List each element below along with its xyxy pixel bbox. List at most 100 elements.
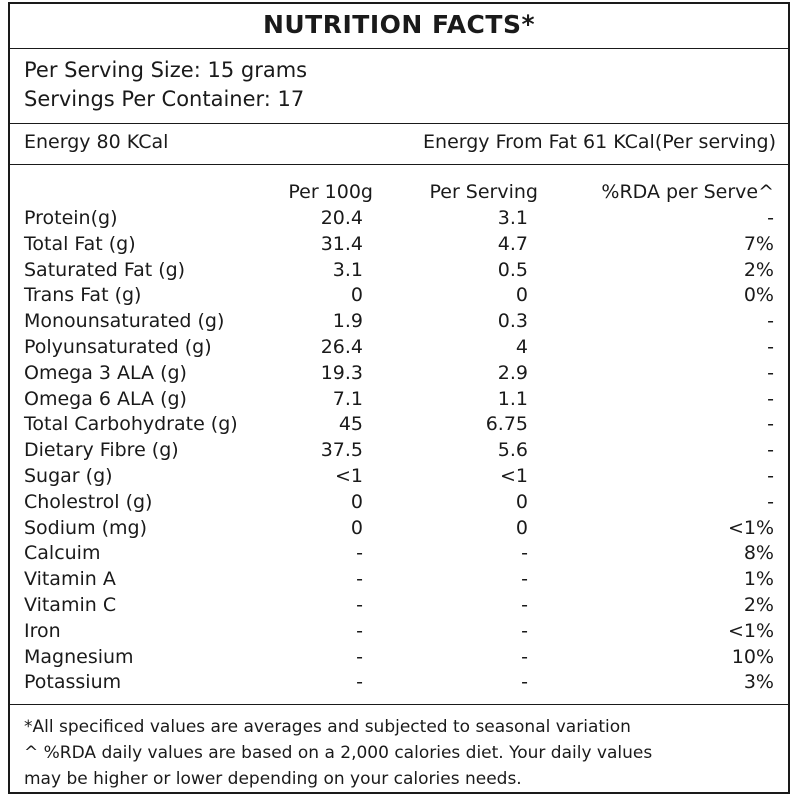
per-serving-value: 0 [515, 516, 528, 539]
divider [10, 48, 788, 49]
divider [10, 704, 788, 705]
rda-value: 2% [743, 593, 774, 616]
per-100g-value: <1 [334, 464, 363, 487]
servings-per-container: Servings Per Container: 17 [24, 87, 305, 111]
per-100g-value: 7.1 [332, 387, 363, 410]
table-row: Total Carbohydrate (g) 45 6.75 - [10, 412, 788, 438]
table-row: Sodium (mg) 0 0 <1% [10, 516, 788, 542]
per-serving-value: 0.5 [497, 258, 528, 281]
per-100g-value: - [356, 568, 363, 591]
column-header-rda: %RDA per Serve^ [601, 181, 774, 203]
rda-value: 8% [743, 542, 774, 565]
per-serving-value: - [521, 568, 528, 591]
footnote-averages: *All specificed values are averages and … [24, 717, 631, 737]
table-row: Vitamin C - - 2% [10, 593, 788, 619]
rda-value: - [767, 310, 774, 333]
rda-value: - [767, 335, 774, 358]
nutrient-name: Dietary Fibre (g) [24, 439, 179, 462]
per-100g-value: 0 [350, 516, 363, 539]
rda-value: - [767, 387, 774, 410]
divider [10, 123, 788, 124]
per-100g-value: 31.4 [320, 232, 363, 255]
nutrient-name: Potassium [24, 671, 122, 694]
nutrient-name: Calcuim [24, 542, 101, 565]
per-100g-value: 20.4 [320, 207, 363, 229]
divider [10, 164, 788, 165]
serving-size: Per Serving Size: 15 grams [24, 58, 308, 82]
table-row: Cholestrol (g) 0 0 - [10, 490, 788, 516]
nutrient-name: Saturated Fat (g) [24, 258, 186, 281]
table-row: Magnesium - - 10% [10, 645, 788, 671]
table-row: Calcuim - - 8% [10, 541, 788, 567]
rda-value: 7% [743, 232, 774, 255]
rda-value: 0% [743, 284, 774, 307]
rda-value: - [767, 490, 774, 513]
page-title: NUTRITION FACTS* [262, 10, 536, 39]
footnote-rda: ^ %RDA daily values are based on a 2,000… [24, 743, 653, 763]
nutrient-name: Polyunsaturated (g) [24, 335, 212, 358]
column-header-per-serving: Per Serving [429, 181, 538, 203]
table-row: Iron - - <1% [10, 619, 788, 645]
nutrient-table: Protein(g) 20.4 3.1 - Total Fat (g) 31.4 4.7 7%… [10, 206, 788, 696]
table-row: Potassium - - 3% [10, 670, 788, 696]
nutrient-name: Iron [24, 619, 61, 642]
table-row: Saturated Fat (g) 3.1 0.5 2% [10, 258, 788, 284]
rda-value: 2% [743, 258, 774, 281]
per-serving-value: - [521, 542, 528, 565]
nutrient-name: Vitamin A [24, 568, 116, 591]
nutrition-facts-panel: NUTRITION FACTS* Per Serving Size: 15 gr… [8, 2, 790, 794]
nutrient-name: Cholestrol (g) [24, 490, 153, 513]
per-100g-value: - [356, 593, 363, 616]
table-row: Omega 3 ALA (g) 19.3 2.9 - [10, 361, 788, 387]
per-serving-value: 0 [515, 284, 528, 307]
per-100g-value: 26.4 [320, 335, 363, 358]
per-serving-value: 5.6 [497, 439, 528, 462]
rda-value: - [767, 439, 774, 462]
rda-value: <1% [727, 619, 774, 642]
per-serving-value: 0 [515, 490, 528, 513]
per-serving-value: 3.1 [497, 207, 528, 229]
rda-value: - [767, 361, 774, 384]
per-serving-value: 6.75 [485, 413, 528, 436]
nutrient-name: Vitamin C [24, 593, 117, 616]
per-100g-value: - [356, 542, 363, 565]
rda-value: <1% [727, 516, 774, 539]
energy: Energy 80 KCal [24, 131, 169, 153]
nutrient-name: Omega 6 ALA (g) [24, 387, 187, 410]
nutrient-name: Total Fat (g) [24, 232, 136, 255]
column-header-per-100g: Per 100g [288, 181, 373, 203]
nutrient-name: Total Carbohydrate (g) [24, 413, 238, 436]
per-100g-value: 1.9 [332, 310, 363, 333]
rda-value: 1% [743, 568, 774, 591]
table-row: Total Fat (g) 31.4 4.7 7% [10, 232, 788, 258]
per-100g-value: 0 [350, 284, 363, 307]
table-row: Vitamin A - - 1% [10, 567, 788, 593]
rda-value: - [767, 413, 774, 436]
table-row: Trans Fat (g) 0 0 0% [10, 283, 788, 309]
per-serving-value: - [521, 619, 528, 642]
per-serving-value: 2.9 [497, 361, 528, 384]
rda-value: - [767, 464, 774, 487]
per-serving-value: 4.7 [497, 232, 528, 255]
table-row: Polyunsaturated (g) 26.4 4 - [10, 335, 788, 361]
serving-info: Per Serving Size: 15 grams Servings Per … [24, 56, 307, 114]
per-100g-value: 19.3 [320, 361, 363, 384]
rda-value: - [767, 207, 774, 229]
per-100g-value: - [356, 619, 363, 642]
table-row: Sugar (g) <1 <1 - [10, 464, 788, 490]
per-serving-value: 4 [515, 335, 528, 358]
nutrient-name: Sodium (mg) [24, 516, 148, 539]
per-100g-value: 3.1 [332, 258, 363, 281]
per-100g-value: - [356, 645, 363, 668]
rda-value: 3% [743, 671, 774, 694]
per-100g-value: 45 [338, 413, 363, 436]
per-serving-value: 1.1 [497, 387, 528, 410]
rda-value: 10% [731, 645, 774, 668]
table-row: Omega 6 ALA (g) 7.1 1.1 - [10, 387, 788, 413]
per-serving-value: - [521, 645, 528, 668]
per-serving-value: - [521, 671, 528, 694]
per-100g-value: - [356, 671, 363, 694]
table-row: Protein(g) 20.4 3.1 - [10, 206, 788, 232]
per-serving-value: <1 [499, 464, 528, 487]
energy-from-fat: Energy From Fat 61 KCal(Per serving) [423, 131, 776, 153]
